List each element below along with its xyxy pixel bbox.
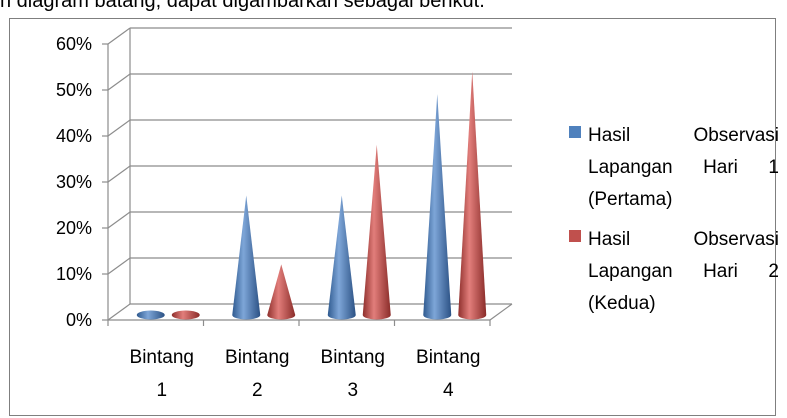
gridline-diagonal — [107, 27, 131, 45]
x-tick-label: Bintang — [130, 347, 194, 368]
y-tick-label: 10% — [56, 264, 92, 284]
gridline-diagonal — [107, 73, 131, 91]
legend-item: Hasil Observasi Lapangan Hari 2 (Kedua) — [569, 224, 779, 320]
y-tick-label: 0% — [66, 310, 92, 330]
gridline-diagonal — [107, 119, 131, 137]
cone-body — [423, 94, 452, 320]
legend: Hasil Observasi Lapangan Hari 1 (Pertama… — [569, 120, 779, 328]
cone-body — [232, 195, 261, 320]
gridline-diagonal — [107, 257, 131, 275]
axis-layer: 0% 10% 20% 30% 40% 50% 60% Bintang 1 Bintang 2 Bint… — [56, 28, 513, 401]
legend-label: Hasil Observasi Lapangan Hari 1 (Pertama… — [588, 125, 779, 210]
gridline-diagonal — [107, 303, 131, 321]
x-tick-label: 2 — [252, 380, 263, 401]
cone-bar — [423, 94, 452, 320]
legend-item: Hasil Observasi Lapangan Hari 1 (Pertama… — [569, 120, 779, 216]
cone-bar — [458, 71, 487, 320]
chart-frame — [9, 18, 776, 416]
cone-bar — [171, 310, 200, 320]
x-tick-label: Bintang — [225, 347, 289, 368]
cone-bar — [232, 195, 261, 320]
cone-body — [267, 264, 296, 320]
x-tick-label: Bintang — [321, 347, 385, 368]
legend-swatch — [569, 126, 581, 138]
x-tick-label: 4 — [443, 380, 454, 401]
gridline-diagonal — [107, 211, 131, 229]
y-tick-label: 40% — [56, 126, 92, 146]
intro-text: n diagram batang, dapat digambarkan seba… — [0, 0, 485, 12]
cone-bar — [136, 310, 165, 320]
grid-layer — [107, 27, 512, 321]
y-tick-label: 20% — [56, 218, 92, 238]
cone-bar — [362, 144, 391, 320]
cone-base-flat — [171, 310, 200, 320]
cone-body — [327, 195, 356, 320]
legend-swatch — [569, 230, 581, 242]
cone-body — [458, 71, 487, 320]
gridline-diagonal — [107, 165, 131, 183]
mark-layer — [136, 71, 487, 320]
cone-bar — [267, 264, 296, 320]
y-tick-label: 60% — [56, 34, 92, 54]
x-tick-label: 1 — [156, 380, 167, 401]
cone-bar — [327, 195, 356, 320]
cone-base-flat — [136, 310, 165, 320]
cone-body — [362, 144, 391, 320]
x-tick-label: 3 — [347, 380, 358, 401]
floor-edge — [489, 303, 513, 321]
legend-label: Hasil Observasi Lapangan Hari 2 (Kedua) — [588, 229, 779, 314]
y-tick-label: 30% — [56, 172, 92, 192]
x-tick-label: Bintang — [416, 347, 480, 368]
y-tick-label: 50% — [56, 80, 92, 100]
